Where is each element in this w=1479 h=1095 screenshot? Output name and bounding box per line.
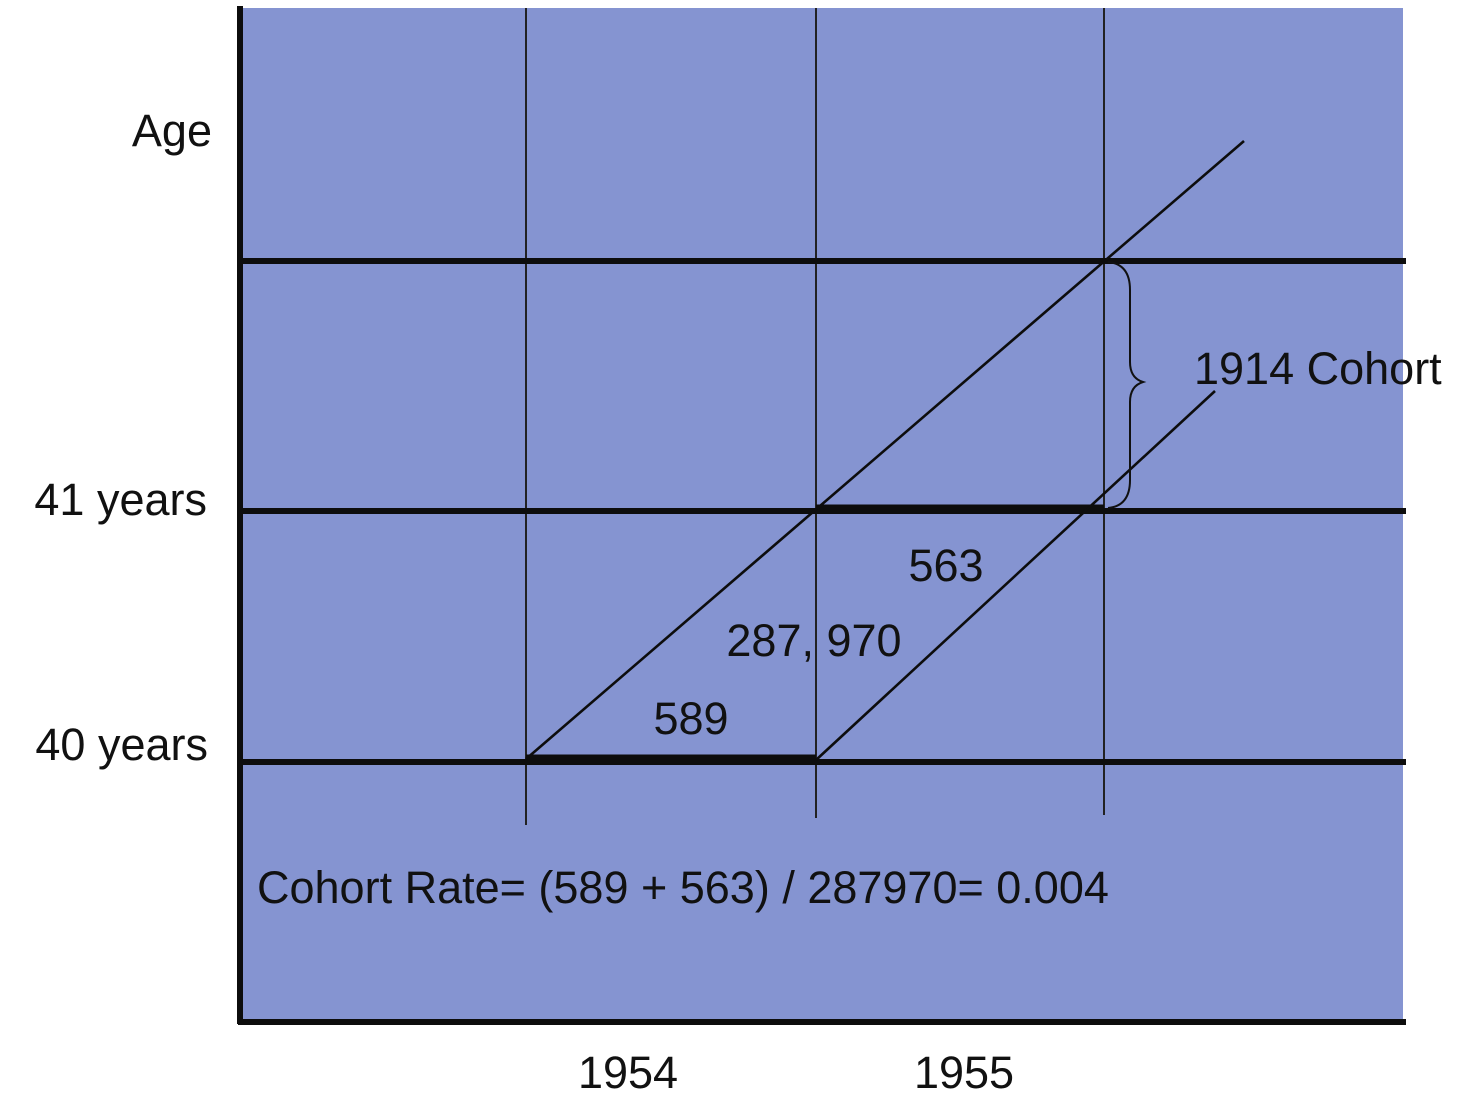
cohort-brace [1107,261,1147,509]
year-label-1955: 1955 [914,1047,1014,1095]
population-value: 287, 970 [726,615,901,666]
cohort-rate-formula: Cohort Rate= (589 + 563) / 287970= 0.004 [257,862,1109,913]
deaths-1955-value: 563 [908,540,983,591]
deaths-1954-value: 589 [653,693,728,744]
cohort-lifeline-left [525,140,1245,760]
age-label-41: 41 years [34,474,207,525]
cohort-lifeline-right [815,390,1216,761]
age-label-40: 40 years [35,719,208,770]
cohort-label: 1914 Cohort [1194,343,1442,394]
age-axis-title: Age [132,105,212,156]
diagram-panel [240,8,1403,1022]
cohort-lifelines [525,140,1245,761]
year-gridlines [525,8,1105,825]
year-label-1954: 1954 [578,1047,678,1095]
